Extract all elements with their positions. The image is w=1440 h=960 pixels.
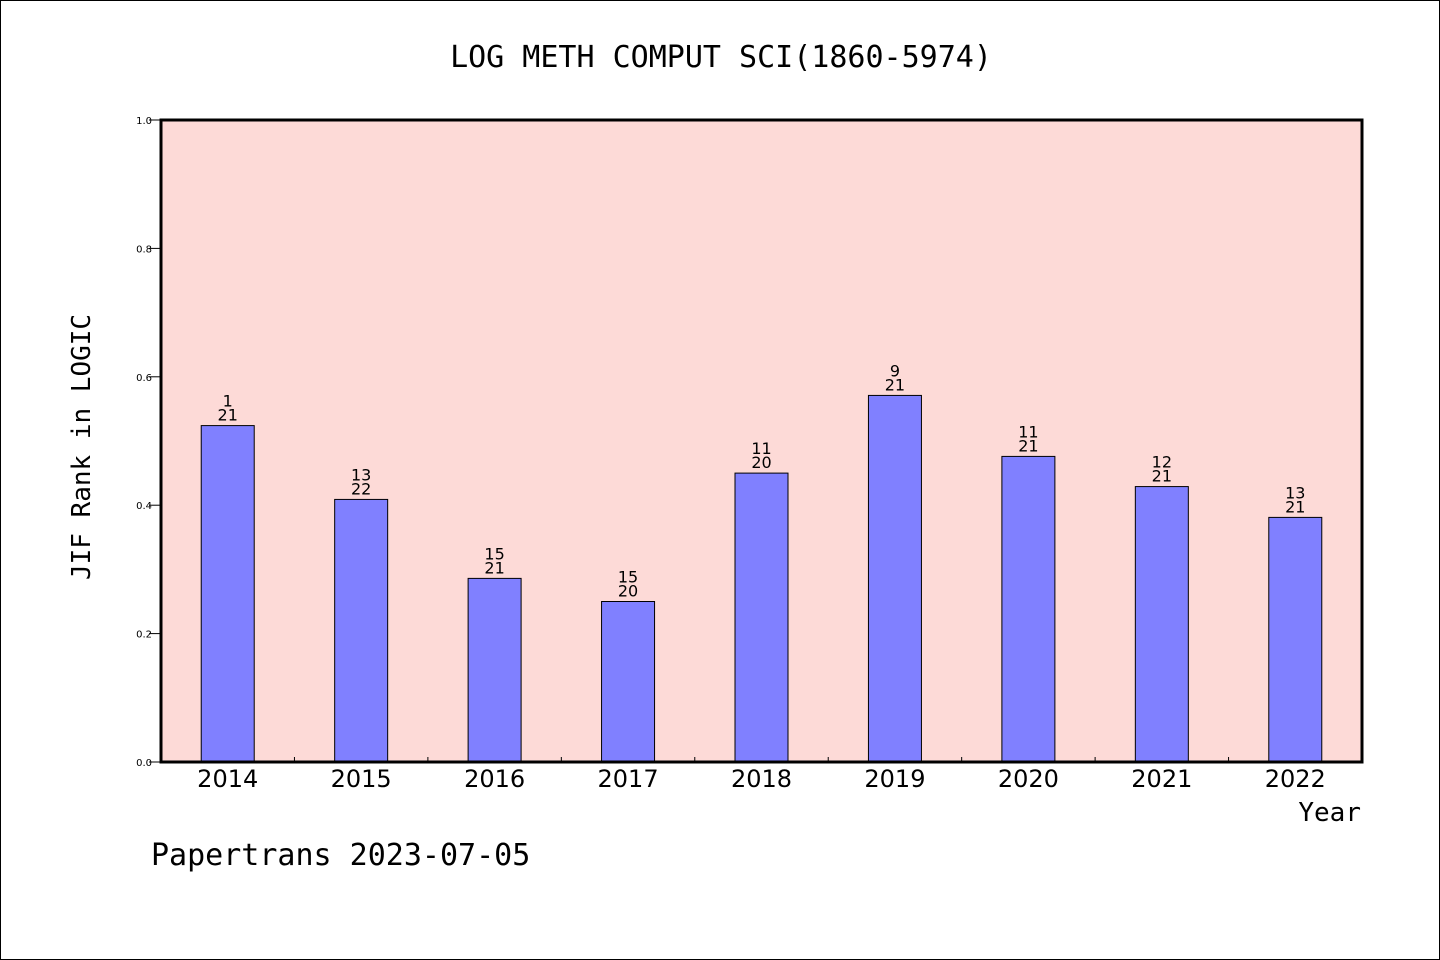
y-tick-label: 0.8	[136, 244, 152, 255]
x-axis-label: Year	[1298, 798, 1361, 828]
y-tick-label: 0.2	[136, 630, 152, 641]
bar-total-label: 21	[885, 375, 905, 394]
bar-total-label: 21	[484, 558, 504, 577]
bar-rank-label: 13	[351, 465, 371, 484]
bar	[467, 577, 522, 763]
x-tick-label: 2017	[598, 765, 659, 793]
chart-title: LOG METH COMPUT SCI(1860-5974)	[450, 40, 992, 75]
bar-rank-label: 12	[1152, 453, 1172, 472]
x-tick-label: 2022	[1265, 765, 1326, 793]
bar-rank-label: 1	[223, 392, 233, 411]
bar-total-label: 21	[1152, 467, 1172, 486]
x-tick-label: 2016	[464, 765, 525, 793]
y-tick-label: 1.0	[136, 116, 152, 127]
bar	[334, 498, 389, 763]
bar-total-label: 20	[618, 582, 638, 601]
bar-total-label: 21	[1285, 497, 1305, 516]
bar-rank-label: 15	[484, 544, 504, 563]
bar	[200, 425, 255, 763]
bar	[601, 601, 656, 763]
plot-border	[159, 118, 1364, 764]
x-tick-label: 2015	[331, 765, 392, 793]
bar-total-label: 22	[351, 479, 371, 498]
y-tick-label: 0.0	[136, 758, 152, 769]
footer-text: Papertrans 2023-07-05	[151, 838, 530, 873]
bar	[734, 472, 789, 763]
bar-total-label: 21	[1018, 436, 1038, 455]
bar	[1001, 455, 1056, 763]
bar-rank-label: 11	[1018, 422, 1038, 441]
x-tick-label: 2021	[1131, 765, 1192, 793]
x-tick-label: 2014	[197, 765, 258, 793]
bar-total-label: 20	[751, 453, 771, 472]
y-axis-label: JIF Rank in LOGIC	[67, 314, 97, 580]
x-tick-label: 2018	[731, 765, 792, 793]
bar	[1134, 486, 1189, 763]
bar	[867, 394, 922, 763]
bar-rank-label: 9	[890, 361, 900, 380]
bar-rank-label: 15	[618, 568, 638, 587]
bar-rank-label: 11	[751, 439, 771, 458]
y-tick-label: 0.6	[136, 373, 152, 384]
bar	[1268, 516, 1323, 763]
bar-rank-label: 13	[1285, 483, 1305, 502]
bar-total-label: 21	[218, 406, 238, 425]
y-tick-label: 0.4	[136, 501, 152, 512]
x-tick-label: 2020	[998, 765, 1059, 793]
x-tick-label: 2019	[864, 765, 925, 793]
